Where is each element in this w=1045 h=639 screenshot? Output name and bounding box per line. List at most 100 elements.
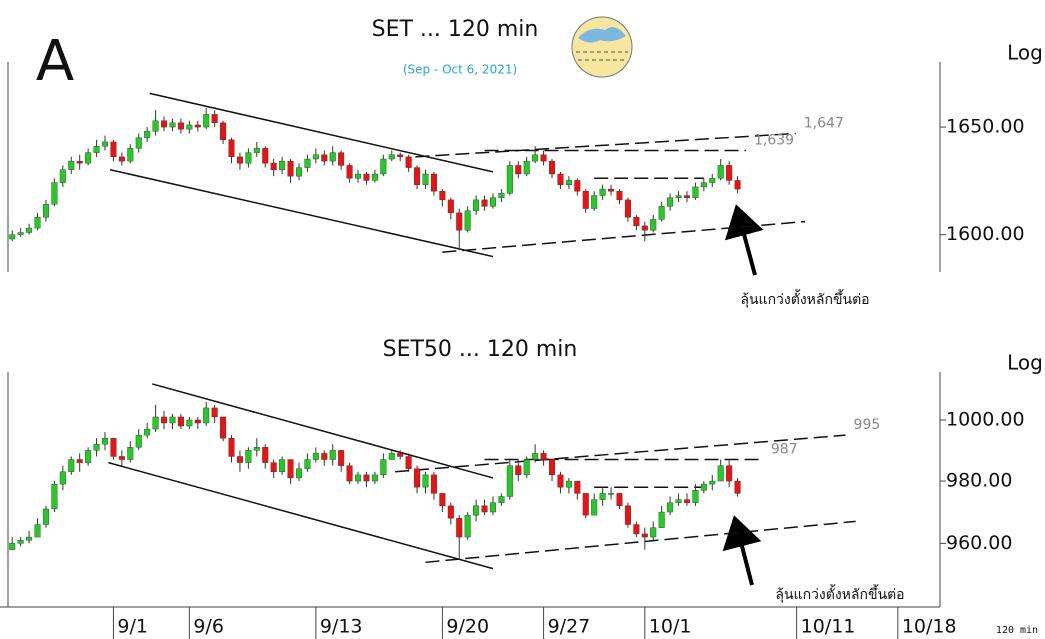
candle-body	[489, 502, 496, 513]
candle-body	[439, 493, 446, 507]
trend-line	[152, 383, 494, 479]
candle-body	[127, 148, 134, 162]
candle-body	[144, 131, 151, 138]
x-tick-label: 10/1	[649, 616, 692, 638]
candle-body	[574, 480, 581, 494]
candle-body	[26, 536, 33, 541]
candle-body	[228, 437, 235, 457]
candle-body	[683, 499, 690, 503]
candle-body	[186, 419, 193, 427]
candle-body	[228, 139, 235, 158]
candle-body	[110, 141, 117, 158]
arrow	[724, 204, 764, 276]
candle-body	[430, 474, 437, 494]
candle-body	[675, 499, 682, 503]
candle-body	[186, 124, 193, 130]
x-tick-label: 10/18	[902, 616, 957, 638]
candle-body	[608, 493, 615, 495]
candle-body	[692, 186, 699, 198]
candle-body	[658, 511, 665, 528]
candle-body	[700, 483, 707, 491]
candle-body	[85, 152, 92, 164]
candle-body	[692, 490, 699, 503]
candle-body	[414, 167, 421, 185]
candle-body	[42, 203, 49, 218]
candle-body	[17, 540, 24, 544]
candle-body	[304, 158, 311, 168]
candle-body	[93, 145, 100, 153]
level-label: 987	[771, 442, 798, 458]
candle-body	[616, 493, 623, 507]
candle-body	[371, 173, 378, 181]
annotation: ลุ้นแกว่งตั้งหลักขึ้นต่อ	[740, 289, 869, 308]
candle-body	[245, 152, 252, 164]
candle-body	[717, 465, 724, 482]
candle-body	[574, 180, 581, 192]
candle-body	[633, 217, 640, 227]
candle-body	[709, 178, 716, 183]
candle-body	[624, 199, 631, 218]
candle-body	[422, 474, 429, 488]
candle-body	[118, 156, 125, 162]
candle-body	[532, 453, 539, 460]
candle-body	[295, 167, 302, 177]
candle-body	[439, 191, 446, 201]
candle-body	[380, 158, 387, 175]
candle-body	[152, 416, 159, 430]
candle-body	[414, 468, 421, 488]
candle-body	[34, 217, 41, 229]
candle-body	[304, 459, 311, 469]
candle-body	[51, 182, 58, 205]
candle-body	[59, 471, 66, 485]
candle-body	[650, 527, 657, 538]
candle-body	[405, 156, 412, 168]
candle-body	[329, 152, 336, 162]
candle-body	[616, 191, 623, 201]
candle-body	[726, 165, 733, 181]
candle-body	[220, 416, 227, 439]
x-tick-label: 10/11	[801, 616, 856, 638]
candle-body	[734, 180, 741, 190]
candle-body	[177, 416, 184, 427]
candle-body	[599, 493, 606, 500]
candle-body	[279, 160, 286, 170]
candle-body	[650, 219, 657, 231]
candle-body	[76, 459, 83, 463]
candle-body	[388, 154, 395, 160]
candle-body	[700, 182, 707, 188]
candle-body	[211, 407, 218, 418]
candle-body	[363, 474, 370, 482]
candle-body	[709, 480, 716, 485]
candle-body	[683, 195, 690, 198]
candle-body	[540, 154, 547, 162]
x-tick-label: 9/27	[548, 616, 591, 638]
candle-body	[85, 450, 92, 463]
y-tick-label: 960.00	[946, 532, 1012, 554]
candle-body	[388, 453, 395, 460]
candle-body	[599, 188, 606, 196]
candle-body	[473, 505, 480, 516]
candle-body	[464, 210, 471, 231]
candle-body	[59, 169, 66, 183]
candle-body	[481, 505, 488, 513]
candle-body	[279, 459, 286, 473]
candle-body	[194, 124, 201, 128]
annotation: ลุ้นแกว่งตั้งหลักขึ้นต่อ	[775, 584, 904, 603]
candle-body	[523, 160, 530, 175]
x-tick-label: 9/13	[320, 616, 363, 638]
candle-body	[591, 499, 598, 516]
candle-body	[329, 450, 336, 460]
candle-body	[220, 122, 227, 141]
candle-body	[726, 465, 733, 482]
candle-body	[633, 524, 640, 535]
candle-body	[312, 154, 319, 160]
candle-body	[9, 234, 16, 240]
candle-body	[76, 160, 83, 164]
candle-body	[624, 505, 631, 525]
candle-body	[371, 474, 378, 482]
candle-body	[135, 434, 142, 448]
candle-body	[380, 459, 387, 476]
chart-title: SET50 ... 120 min	[383, 337, 578, 362]
candle-body	[346, 165, 353, 179]
